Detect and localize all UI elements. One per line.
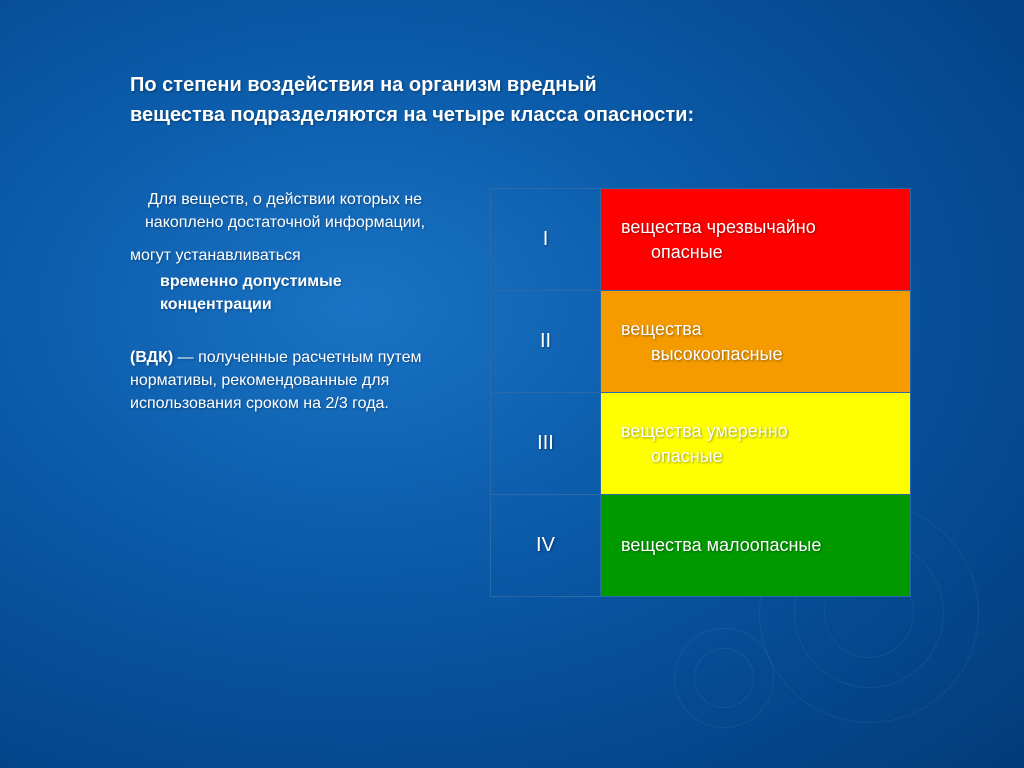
desc-line-1: вещества чрезвычайно [621, 217, 816, 237]
table-row: I вещества чрезвычайно опасные [491, 189, 911, 291]
slide: По степени воздействия на организм вредн… [0, 0, 1024, 768]
table-row: II вещества высокоопасные [491, 291, 911, 393]
left-vdk-desc: — полученные расчетным путем нормативы, … [130, 349, 422, 412]
table-row: IV вещества малоопасные [491, 495, 911, 597]
title-line-2: вещества подразделяются на четыре класса… [130, 104, 694, 126]
left-paragraph-1: Для веществ, о действии которых не накоп… [130, 188, 440, 234]
desc-line-2: опасные [621, 444, 896, 468]
class-number-cell: IV [491, 495, 601, 597]
class-number-cell: I [491, 189, 601, 291]
table-row: III вещества умеренно опасные [491, 393, 911, 495]
class-desc-cell: вещества умеренно опасные [601, 393, 911, 495]
hazard-class-table: I вещества чрезвычайно опасные II вещест… [490, 188, 911, 597]
left-paragraph-3: временно допустимые концентрации [130, 270, 440, 316]
left-paragraph-4: (ВДК) — полученные расчетным путем норма… [130, 346, 440, 416]
class-desc-cell: вещества высокоопасные [601, 291, 911, 393]
desc-line-2: высокоопасные [621, 342, 896, 366]
class-desc-cell: вещества малоопасные [601, 495, 911, 597]
hazard-class-table-wrap: I вещества чрезвычайно опасные II вещест… [490, 188, 911, 597]
class-number-cell: III [491, 393, 601, 495]
content-area: Для веществ, о действии которых не накоп… [130, 188, 934, 597]
desc-line-1: вещества умеренно [621, 421, 788, 441]
class-desc-cell: вещества чрезвычайно опасные [601, 189, 911, 291]
desc-line-1: вещества малоопасные [621, 535, 821, 555]
desc-line-1: вещества [621, 319, 702, 339]
left-paragraph-2: могут устанавливаться [130, 244, 440, 267]
left-vdk-abbr: (ВДК) [130, 349, 173, 366]
desc-line-2: опасные [621, 240, 896, 264]
class-number-cell: II [491, 291, 601, 393]
left-text-block: Для веществ, о действии которых не накоп… [130, 188, 440, 597]
slide-title: По степени воздействия на организм вредн… [130, 70, 850, 130]
title-line-1: По степени воздействия на организм вредн… [130, 74, 597, 96]
